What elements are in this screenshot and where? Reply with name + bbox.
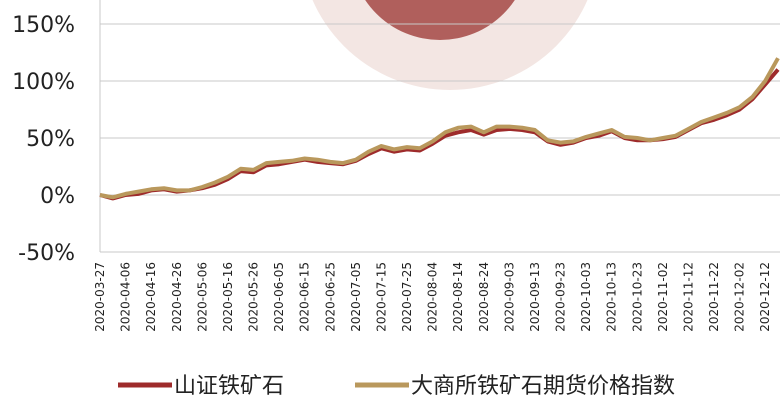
x-tick-label: 2020-10-23 [630,262,644,332]
x-tick-label: 2020-08-24 [477,262,491,332]
legend-label: 大商所铁矿石期货价格指数 [411,374,675,399]
x-tick-label: 2020-05-06 [195,262,209,332]
x-tick-label: 2020-09-03 [502,262,516,332]
y-tick-label: -50% [18,241,75,266]
x-tick-label: 2020-11-02 [656,262,670,332]
x-tick-label: 2020-11-22 [707,262,721,332]
x-tick-label: 2020-09-23 [554,262,568,332]
x-tick-label: 2020-11-12 [681,262,695,332]
x-tick-label: 2020-12-12 [758,262,772,332]
x-tick-label: 2020-06-05 [272,262,286,332]
x-tick-label: 2020-08-04 [426,262,440,332]
x-tick-label: 2020-05-16 [221,262,235,332]
x-tick-label: 2020-10-03 [579,262,593,332]
legend-label: 山证铁矿石 [174,374,284,399]
y-tick-label: 100% [12,70,75,95]
x-tick-label: 2020-03-27 [93,262,107,332]
x-tick-label: 2020-06-25 [323,262,337,332]
x-tick-label: 2020-07-15 [374,262,388,332]
x-tick-label: 2020-08-14 [451,262,465,332]
x-tick-label: 2020-04-06 [119,262,133,332]
x-tick-label: 2020-04-26 [170,262,184,332]
x-tick-label: 2020-09-13 [528,262,542,332]
x-tick-label: 2020-04-16 [144,262,158,332]
x-tick-label: 2020-05-26 [247,262,261,332]
x-tick-label: 2020-07-05 [349,262,363,332]
y-tick-label: 0% [40,184,75,209]
x-tick-label: 2020-06-15 [298,262,312,332]
x-tick-label: 2020-12-02 [733,262,747,332]
y-tick-label: 150% [12,13,75,38]
chart: -50% 0% 50% 100% 150% 2020-03-27 2020-04-06 202… [0,0,780,401]
x-tick-label: 2020-07-25 [400,262,414,332]
y-tick-label: 50% [26,127,75,152]
x-tick-label: 2020-10-13 [605,262,619,332]
